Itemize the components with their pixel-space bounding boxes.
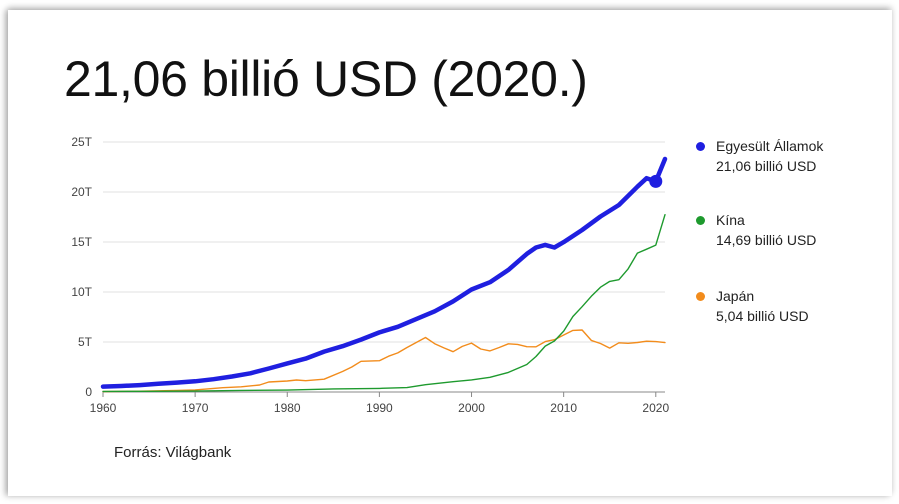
y-tick-label: 0: [85, 385, 92, 399]
x-tick-label: 1960: [90, 401, 117, 415]
chart-card: [8, 10, 892, 496]
highlight-point-us-2020: [649, 174, 663, 188]
legend-dot-us: [696, 142, 705, 151]
source-note: Forrás: Világbank: [114, 444, 232, 461]
headline-value: 21,06 billió USD (2020.): [64, 51, 588, 107]
y-tick-label: 10T: [71, 285, 92, 299]
legend-name-china: Kína: [716, 212, 745, 228]
series-line-china: [102, 214, 666, 393]
x-tick-label: 1970: [182, 401, 209, 415]
series-line-japan: [102, 329, 666, 393]
x-tick-label: 2000: [458, 401, 485, 415]
x-tick-label: 1990: [366, 401, 393, 415]
legend-name-japan: Japán: [716, 288, 755, 304]
legend-value-china: 14,69 billió USD: [716, 232, 817, 248]
legend-value-us: 21,06 billió USD: [716, 158, 817, 174]
y-tick-label: 15T: [71, 235, 92, 249]
x-tick-label: 2020: [642, 401, 669, 415]
y-tick-label: 25T: [71, 135, 92, 149]
y-tick-label: 5T: [78, 335, 93, 349]
series-line-us: [100, 156, 668, 389]
x-tick-label: 2010: [550, 401, 577, 415]
legend-dot-japan: [696, 292, 705, 301]
legend-name-us: Egyesült Államok: [716, 138, 824, 154]
legend-dot-china: [696, 216, 705, 225]
y-tick-label: 20T: [71, 185, 92, 199]
legend-value-japan: 5,04 billió USD: [716, 308, 809, 324]
x-tick-label: 1980: [274, 401, 301, 415]
